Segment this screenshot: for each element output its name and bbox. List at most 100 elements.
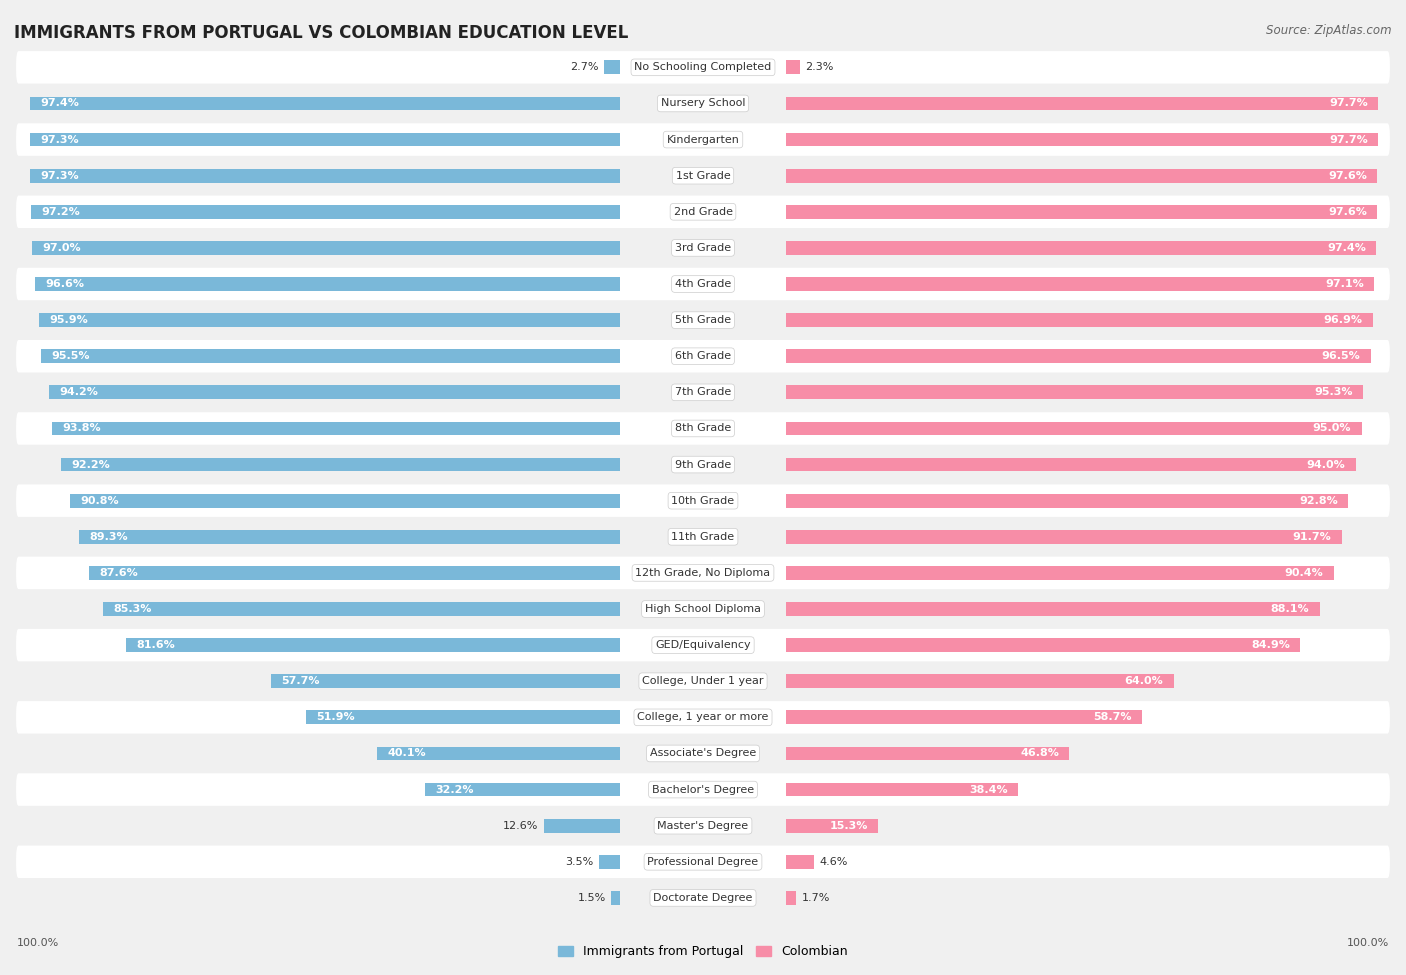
Text: 97.3%: 97.3%: [41, 135, 79, 144]
Text: Associate's Degree: Associate's Degree: [650, 749, 756, 759]
Text: IMMIGRANTS FROM PORTUGAL VS COLOMBIAN EDUCATION LEVEL: IMMIGRANTS FROM PORTUGAL VS COLOMBIAN ED…: [14, 24, 628, 42]
Text: 81.6%: 81.6%: [136, 641, 174, 650]
Text: 1.7%: 1.7%: [801, 893, 830, 903]
Text: 95.9%: 95.9%: [49, 315, 89, 325]
Text: 94.2%: 94.2%: [59, 387, 98, 398]
Text: GED/Equivalency: GED/Equivalency: [655, 641, 751, 650]
Bar: [103, 603, 620, 616]
Bar: [41, 349, 620, 363]
Bar: [32, 241, 620, 254]
Text: 97.7%: 97.7%: [1329, 98, 1368, 108]
FancyBboxPatch shape: [15, 87, 1391, 120]
FancyBboxPatch shape: [15, 593, 1391, 625]
Text: 64.0%: 64.0%: [1125, 677, 1163, 686]
Text: 96.5%: 96.5%: [1322, 351, 1361, 361]
Text: 58.7%: 58.7%: [1092, 713, 1132, 722]
Bar: [786, 639, 1301, 652]
Bar: [786, 711, 1142, 724]
Text: 51.9%: 51.9%: [316, 713, 354, 722]
Bar: [39, 313, 620, 327]
Text: Master's Degree: Master's Degree: [658, 821, 748, 831]
Text: 97.4%: 97.4%: [1327, 243, 1365, 253]
Text: 97.0%: 97.0%: [42, 243, 82, 253]
Text: 100.0%: 100.0%: [17, 938, 59, 948]
Bar: [786, 675, 1174, 688]
Bar: [125, 639, 620, 652]
Text: 90.8%: 90.8%: [80, 495, 118, 506]
Text: Professional Degree: Professional Degree: [647, 857, 759, 867]
FancyBboxPatch shape: [15, 737, 1391, 769]
Text: 1st Grade: 1st Grade: [676, 171, 730, 180]
Text: 6th Grade: 6th Grade: [675, 351, 731, 361]
Text: 2nd Grade: 2nd Grade: [673, 207, 733, 216]
Text: 93.8%: 93.8%: [62, 423, 101, 434]
Bar: [786, 313, 1374, 327]
Bar: [31, 133, 620, 146]
Text: Bachelor's Degree: Bachelor's Degree: [652, 785, 754, 795]
Text: 12th Grade, No Diploma: 12th Grade, No Diploma: [636, 567, 770, 578]
Text: 97.2%: 97.2%: [41, 207, 80, 216]
Text: 97.3%: 97.3%: [41, 171, 79, 180]
Text: 32.2%: 32.2%: [436, 785, 474, 795]
Text: 15.3%: 15.3%: [830, 821, 868, 831]
FancyBboxPatch shape: [15, 557, 1391, 589]
Text: College, 1 year or more: College, 1 year or more: [637, 713, 769, 722]
Text: Nursery School: Nursery School: [661, 98, 745, 108]
Bar: [62, 457, 620, 472]
FancyBboxPatch shape: [15, 304, 1391, 336]
FancyBboxPatch shape: [15, 196, 1391, 228]
Bar: [30, 97, 620, 110]
Bar: [425, 783, 620, 797]
Text: 95.0%: 95.0%: [1313, 423, 1351, 434]
Text: 11th Grade: 11th Grade: [672, 531, 734, 542]
Bar: [786, 169, 1378, 182]
Bar: [786, 493, 1348, 508]
FancyBboxPatch shape: [15, 376, 1391, 409]
Bar: [786, 97, 1378, 110]
Text: 2.7%: 2.7%: [569, 62, 599, 72]
Text: 57.7%: 57.7%: [281, 677, 319, 686]
Bar: [786, 241, 1376, 254]
Text: 46.8%: 46.8%: [1021, 749, 1059, 759]
Text: 5th Grade: 5th Grade: [675, 315, 731, 325]
FancyBboxPatch shape: [15, 160, 1391, 192]
FancyBboxPatch shape: [15, 232, 1391, 264]
Bar: [786, 819, 879, 833]
Bar: [786, 385, 1364, 399]
Text: 85.3%: 85.3%: [114, 604, 152, 614]
Text: 96.9%: 96.9%: [1324, 315, 1362, 325]
Text: 97.4%: 97.4%: [41, 98, 79, 108]
Text: 8th Grade: 8th Grade: [675, 423, 731, 434]
Text: 96.6%: 96.6%: [45, 279, 84, 289]
Text: Source: ZipAtlas.com: Source: ZipAtlas.com: [1267, 24, 1392, 37]
Text: 92.8%: 92.8%: [1299, 495, 1339, 506]
Text: 95.3%: 95.3%: [1315, 387, 1353, 398]
Text: 100.0%: 100.0%: [1347, 938, 1389, 948]
Text: No Schooling Completed: No Schooling Completed: [634, 62, 772, 72]
FancyBboxPatch shape: [15, 881, 1391, 915]
Text: 90.4%: 90.4%: [1285, 567, 1323, 578]
Text: College, Under 1 year: College, Under 1 year: [643, 677, 763, 686]
Text: 9th Grade: 9th Grade: [675, 459, 731, 470]
Text: 7th Grade: 7th Grade: [675, 387, 731, 398]
Bar: [786, 457, 1355, 472]
Text: 91.7%: 91.7%: [1292, 531, 1331, 542]
FancyBboxPatch shape: [15, 665, 1391, 697]
Bar: [52, 421, 620, 435]
Text: 89.3%: 89.3%: [89, 531, 128, 542]
Bar: [605, 60, 620, 74]
Bar: [377, 747, 620, 760]
Text: 1.5%: 1.5%: [578, 893, 606, 903]
FancyBboxPatch shape: [15, 448, 1391, 481]
Bar: [599, 855, 620, 869]
FancyBboxPatch shape: [15, 629, 1391, 661]
Text: High School Diploma: High School Diploma: [645, 604, 761, 614]
Text: 87.6%: 87.6%: [100, 567, 138, 578]
Text: Kindergarten: Kindergarten: [666, 135, 740, 144]
Text: 3rd Grade: 3rd Grade: [675, 243, 731, 253]
Bar: [786, 891, 796, 905]
Bar: [786, 783, 1018, 797]
Text: 84.9%: 84.9%: [1251, 641, 1291, 650]
Bar: [89, 566, 620, 580]
Legend: Immigrants from Portugal, Colombian: Immigrants from Portugal, Colombian: [553, 940, 853, 963]
